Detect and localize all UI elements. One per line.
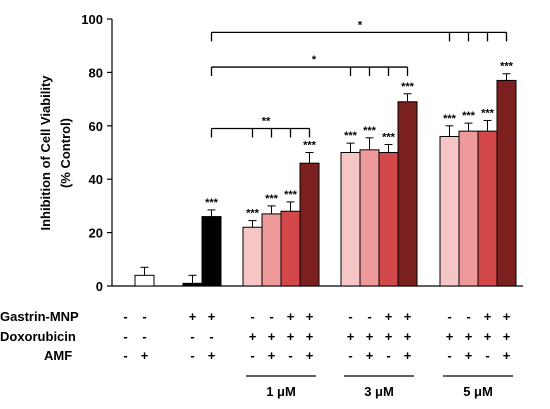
y-tick-label: 80 <box>89 65 103 80</box>
treatment-sign: - <box>466 309 470 324</box>
significance-label: *** <box>284 189 298 201</box>
y-axis-label-line: (% Control) <box>58 118 73 188</box>
treatment-sign: + <box>385 329 393 344</box>
treatment-sign: - <box>142 329 146 344</box>
treatment-sign: - <box>142 309 146 324</box>
row-label: Gastrin-MNP <box>0 309 79 324</box>
treatment-sign: - <box>250 348 254 363</box>
y-tick-label: 40 <box>89 172 103 187</box>
bracket-label: * <box>358 19 363 31</box>
treatment-sign: + <box>268 329 276 344</box>
treatment-sign: + <box>249 329 257 344</box>
bracket-label: * <box>312 54 317 66</box>
bar <box>261 213 282 287</box>
bar <box>280 210 301 287</box>
concentration-label: 5 μM <box>463 384 493 399</box>
concentration-label: 3 μM <box>364 384 394 399</box>
treatment-sign: + <box>404 309 412 324</box>
significance-label: *** <box>246 208 260 220</box>
treatment-sign: + <box>306 329 314 344</box>
bar <box>477 130 498 287</box>
treatment-sign: - <box>190 329 194 344</box>
row-label: AMF <box>44 348 72 363</box>
treatment-sign: + <box>141 348 149 363</box>
bar <box>134 274 155 287</box>
treatment-sign: + <box>208 309 216 324</box>
y-tick-label: 60 <box>89 119 103 134</box>
treatment-sign: - <box>269 309 273 324</box>
significance-label: *** <box>205 197 219 209</box>
treatment-sign: + <box>366 329 374 344</box>
bar <box>340 152 361 287</box>
treatment-sign: - <box>250 309 254 324</box>
treatment-sign: + <box>503 329 511 344</box>
treatment-sign: + <box>404 329 412 344</box>
bracket-label: ** <box>262 115 271 127</box>
treatment-sign: - <box>190 348 194 363</box>
bars: *** *** *** *** *** *** *** *** *** *** *** *** *** <box>134 61 517 287</box>
treatment-sign: + <box>189 309 197 324</box>
significance-label: *** <box>500 61 514 73</box>
significance-label: *** <box>401 81 415 93</box>
significance-brackets: **** <box>210 19 508 138</box>
treatment-table: Gastrin-MNP - - + + - - + + - - + + - - + +Doxorubicin - -… <box>0 309 513 399</box>
treatment-sign: + <box>446 329 454 344</box>
bar <box>242 226 263 287</box>
significance-label: *** <box>363 125 377 137</box>
treatment-sign: + <box>465 329 473 344</box>
treatment-sign: + <box>484 309 492 324</box>
y-tick-label: 0 <box>96 279 103 294</box>
treatment-sign: - <box>367 309 371 324</box>
y-tick-label: 100 <box>81 12 103 27</box>
significance-label: *** <box>303 140 317 152</box>
concentration-label: 1 μM <box>266 384 296 399</box>
y-tick-label: 20 <box>89 226 103 241</box>
treatment-sign: + <box>268 348 276 363</box>
significance-label: *** <box>462 110 476 122</box>
y-axis-label-line: Inhibition of Cell Viability <box>38 75 53 231</box>
treatment-sign: - <box>485 348 489 363</box>
axes: 0 20 40 60 80 100 <box>81 12 523 294</box>
treatment-sign: + <box>503 309 511 324</box>
treatment-sign: - <box>123 348 127 363</box>
treatment-sign: - <box>123 329 127 344</box>
treatment-sign: - <box>348 348 352 363</box>
treatment-sign: + <box>484 329 492 344</box>
significance-label: *** <box>443 113 457 125</box>
significance-label: *** <box>344 130 358 142</box>
bar <box>458 130 479 287</box>
significance-label: *** <box>382 131 396 143</box>
bar <box>397 101 418 287</box>
bar <box>378 152 399 287</box>
treatment-sign: - <box>123 309 127 324</box>
treatment-sign: - <box>386 348 390 363</box>
treatment-sign: + <box>404 348 412 363</box>
treatment-sign: - <box>447 309 451 324</box>
treatment-sign: + <box>208 348 216 363</box>
treatment-sign: + <box>347 329 355 344</box>
row-label: Doxorubicin <box>0 329 76 344</box>
significance-label: *** <box>265 193 279 205</box>
treatment-sign: - <box>288 348 292 363</box>
bar <box>299 162 320 287</box>
bar <box>201 216 222 287</box>
treatment-sign: - <box>348 309 352 324</box>
treatment-sign: + <box>306 309 314 324</box>
treatment-sign: + <box>503 348 511 363</box>
treatment-sign: + <box>306 348 314 363</box>
bar <box>439 135 460 287</box>
bar <box>496 79 517 287</box>
treatment-sign: + <box>287 329 295 344</box>
treatment-sign: - <box>447 348 451 363</box>
bar <box>359 149 380 287</box>
y-axis-label: Inhibition of Cell Viability (% Control) <box>38 75 73 231</box>
significance-label: *** <box>481 107 495 119</box>
treatment-sign: + <box>366 348 374 363</box>
treatment-sign: - <box>209 329 213 344</box>
bar <box>182 282 203 287</box>
treatment-sign: + <box>385 309 393 324</box>
treatment-sign: + <box>287 309 295 324</box>
treatment-sign: + <box>465 348 473 363</box>
